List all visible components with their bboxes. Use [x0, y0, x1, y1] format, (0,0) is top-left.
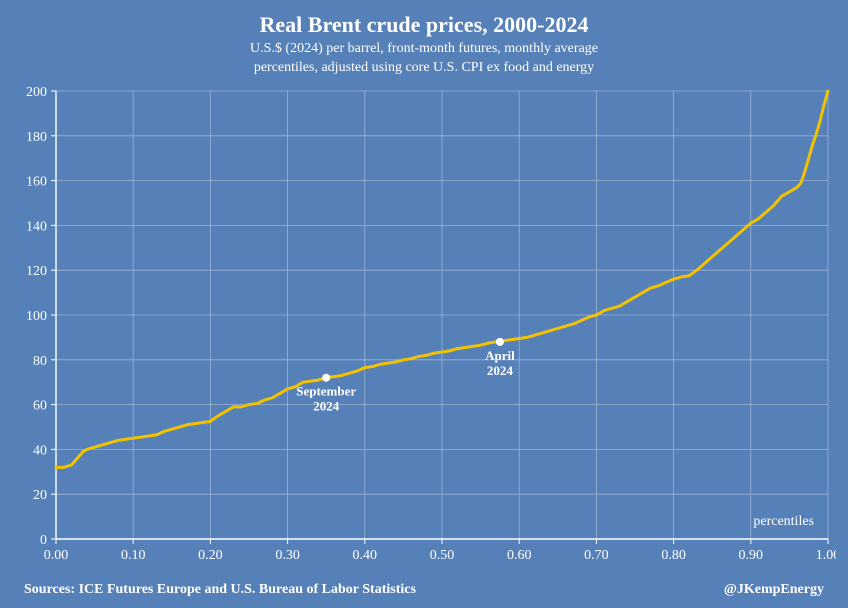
footer-source: Sources: ICE Futures Europe and U.S. Bur…	[24, 582, 416, 598]
x-tick-label: 0.40	[353, 548, 378, 563]
x-tick-label: 0.80	[661, 548, 686, 563]
inside-label: percentiles	[753, 514, 814, 529]
y-tick-label: 180	[26, 130, 47, 145]
marker-label: April	[485, 348, 515, 363]
marker-point	[322, 374, 330, 382]
y-tick-label: 200	[26, 85, 47, 100]
chart-svg: 0.00 0.10 0.20 0.30 0.40 0.50 0.60 0.70 0.80 0.90…	[12, 85, 836, 566]
subtitle-line-1: U.S.$ (2024) per barrel, front-month fut…	[250, 41, 598, 56]
y-tick-label: 160	[26, 175, 47, 190]
footer-handle: @JKempEnergy	[724, 582, 824, 598]
subtitle-line-2: percentiles, adjusted using core U.S. CP…	[254, 60, 594, 75]
x-tick-label: 1.00	[816, 548, 836, 563]
y-tick-label: 0	[40, 533, 47, 548]
x-tick-label: 0.90	[739, 548, 764, 563]
x-tick-label: 0.70	[584, 548, 609, 563]
y-tick-label: 80	[33, 354, 47, 369]
y-tick-label: 120	[26, 264, 47, 279]
marker-label: 2024	[487, 363, 514, 378]
chart-subtitle: U.S.$ (2024) per barrel, front-month fut…	[0, 40, 848, 78]
y-tick-label: 20	[33, 488, 47, 503]
x-tick-label: 0.30	[275, 548, 300, 563]
y-tick-label: 140	[26, 219, 47, 234]
x-tick-label: 0.50	[430, 548, 455, 563]
marker-point	[496, 338, 504, 346]
marker-label: 2024	[313, 399, 340, 414]
x-tick-label: 0.10	[121, 548, 146, 563]
marker-label: September	[296, 384, 356, 399]
x-tick-label: 0.00	[44, 548, 69, 563]
y-tick-label: 100	[26, 309, 47, 324]
chart-area: 0.00 0.10 0.20 0.30 0.40 0.50 0.60 0.70 0.80 0.90…	[12, 85, 836, 566]
y-tick-label: 60	[33, 399, 47, 414]
y-tick-label: 40	[33, 443, 47, 458]
chart-title: Real Brent crude prices, 2000-2024	[0, 12, 848, 38]
x-tick-label: 0.20	[198, 548, 223, 563]
x-tick-label: 0.60	[507, 548, 532, 563]
